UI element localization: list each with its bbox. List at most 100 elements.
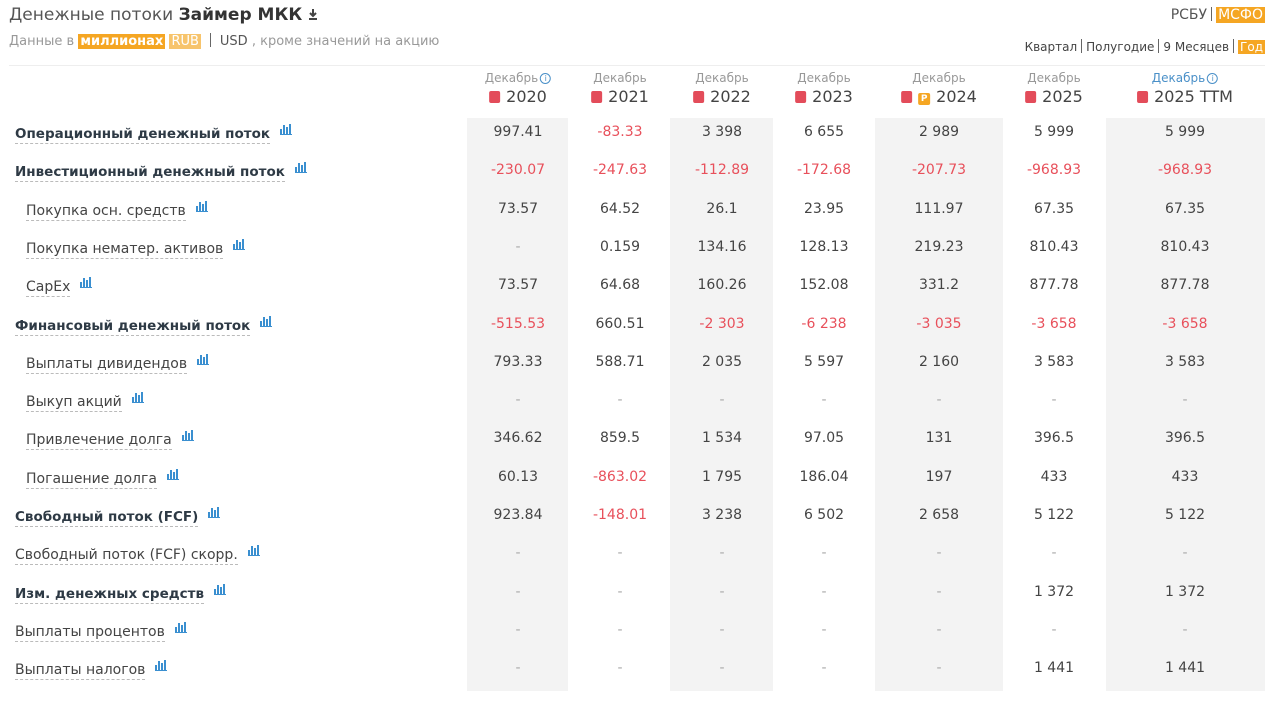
row-label[interactable]: Инвестиционный денежный поток <box>15 164 285 183</box>
period[interactable]: Полугодие <box>1086 40 1155 54</box>
row-label-wrap: Свободный поток (FCF) скорр. <box>15 545 260 574</box>
currency[interactable]: USD <box>219 34 248 49</box>
year-text: 2023 <box>812 87 853 106</box>
cell-value: 1 441 <box>1033 660 1075 677</box>
row-label[interactable]: Привлечение долга <box>26 432 172 451</box>
info-icon[interactable]: i <box>540 73 552 84</box>
chart-icon[interactable] <box>260 315 272 327</box>
cell-value: -863.02 <box>592 468 648 485</box>
cell-value: 197 <box>925 468 953 485</box>
cell-value: -172.68 <box>796 162 852 179</box>
cell-value: 3 583 <box>1033 353 1075 370</box>
cell-value: 810.43 <box>1029 238 1079 255</box>
cell-value: - <box>719 660 725 677</box>
cell-value: - <box>1182 621 1188 638</box>
cell-value: - <box>617 660 623 677</box>
cell-value: - <box>936 545 942 562</box>
row-label-wrap: Выкуп акций <box>26 392 144 421</box>
standard[interactable]: РСБУ <box>1170 7 1208 23</box>
page-title: Денежные потоки Займер МКК <box>9 5 318 25</box>
row-label-wrap: Финансовый денежный поток <box>15 315 272 345</box>
chart-icon[interactable] <box>167 468 179 480</box>
units-line: Данные в миллионах RUB USD , кроме значен… <box>9 33 439 49</box>
chart-icon[interactable] <box>295 161 307 174</box>
chart-icon[interactable] <box>248 544 260 557</box>
row-label-wrap: CapEx <box>26 277 92 306</box>
chart-icon[interactable] <box>175 621 187 633</box>
chart-icon[interactable] <box>155 659 167 672</box>
units-suffix: , кроме значений на акцию <box>251 34 440 49</box>
chart-icon[interactable] <box>197 353 209 365</box>
standard[interactable]: МСФО <box>1216 7 1265 23</box>
cell-value: - <box>936 621 942 638</box>
row-label[interactable]: Изм. денежных средств <box>15 585 205 604</box>
cell-value: - <box>1051 545 1057 562</box>
year-text: 2020 <box>506 87 547 106</box>
cell-value: 3 583 <box>1164 353 1206 370</box>
pdf-icon[interactable] <box>591 91 603 103</box>
row-label[interactable]: CapEx <box>26 279 71 298</box>
chart-icon[interactable] <box>80 276 92 289</box>
column-year: 2021 <box>591 87 649 106</box>
column-month: Декабрь <box>695 71 748 85</box>
report-badge[interactable]: P <box>918 93 931 105</box>
pdf-icon[interactable] <box>795 91 807 103</box>
row-label[interactable]: Финансовый денежный поток <box>15 317 251 336</box>
column-year: 2020 <box>489 87 547 106</box>
period[interactable]: Год <box>1238 40 1265 54</box>
chart-icon[interactable] <box>182 429 194 442</box>
column-band <box>670 118 773 691</box>
row-label[interactable]: Операционный денежный поток <box>15 126 271 144</box>
month-text: Декабрь <box>1027 71 1081 85</box>
pdf-icon[interactable] <box>489 91 501 103</box>
month-text: Декабрь <box>797 71 851 85</box>
units-prefix: Данные в <box>9 34 75 49</box>
chart-icon[interactable] <box>208 506 220 518</box>
row-label[interactable]: Свободный поток (FCF) <box>15 509 199 527</box>
standard-switch: РСБУ МСФО <box>1171 7 1265 23</box>
column-band <box>467 118 568 691</box>
chart-icon[interactable] <box>132 391 144 404</box>
title-text: Денежные потоки <box>9 5 174 25</box>
row-label[interactable]: Покупка нематер. активов <box>26 240 224 259</box>
cell-value: 810.43 <box>1160 238 1210 255</box>
cell-value: - <box>821 392 827 409</box>
cell-value: 1 372 <box>1033 583 1075 600</box>
row-label[interactable]: Выплаты налогов <box>15 662 146 681</box>
pdf-icon[interactable] <box>693 91 705 103</box>
period[interactable]: 9 Месяцев <box>1163 40 1230 54</box>
chart-icon[interactable] <box>233 238 245 250</box>
currency[interactable]: RUB <box>169 34 201 49</box>
pdf-icon[interactable] <box>901 91 913 103</box>
cell-value: -3 658 <box>1031 315 1077 332</box>
download-icon[interactable] <box>308 9 318 21</box>
row-label[interactable]: Погашение долга <box>26 470 157 489</box>
cell-value: 2 160 <box>918 353 960 370</box>
chart-icon[interactable] <box>196 200 208 212</box>
row-label[interactable]: Свободный поток (FCF) скорр. <box>15 547 238 566</box>
pdf-icon[interactable] <box>1137 91 1149 103</box>
period[interactable]: Квартал <box>1024 40 1078 54</box>
chart-icon[interactable] <box>280 123 292 135</box>
cell-value: 877.78 <box>1160 277 1210 294</box>
row-label-wrap: Погашение долга <box>26 468 179 498</box>
chart-icon[interactable] <box>214 583 226 595</box>
pdf-icon[interactable] <box>1025 91 1037 103</box>
cell-value: - <box>1051 621 1057 638</box>
units[interactable]: миллионах <box>78 34 166 49</box>
year-text: 2022 <box>710 87 751 106</box>
cell-value: 3 238 <box>701 507 743 523</box>
column-month: Декабрь <box>1027 71 1080 85</box>
row-label[interactable]: Выплаты дивидендов <box>26 355 188 374</box>
column-month: Декабрь i <box>1152 71 1219 85</box>
row-label[interactable]: Выкуп акций <box>26 394 122 413</box>
row-label[interactable]: Выплаты процентов <box>15 623 165 642</box>
column-year: 2025 <box>1025 87 1083 106</box>
cell-value: - <box>515 621 521 638</box>
cell-value: 219.23 <box>914 238 964 255</box>
row-label[interactable]: Покупка осн. средств <box>26 202 186 221</box>
cell-value: - <box>821 583 827 600</box>
info-icon[interactable]: i <box>1207 73 1219 84</box>
cell-value: 5 597 <box>803 353 845 370</box>
